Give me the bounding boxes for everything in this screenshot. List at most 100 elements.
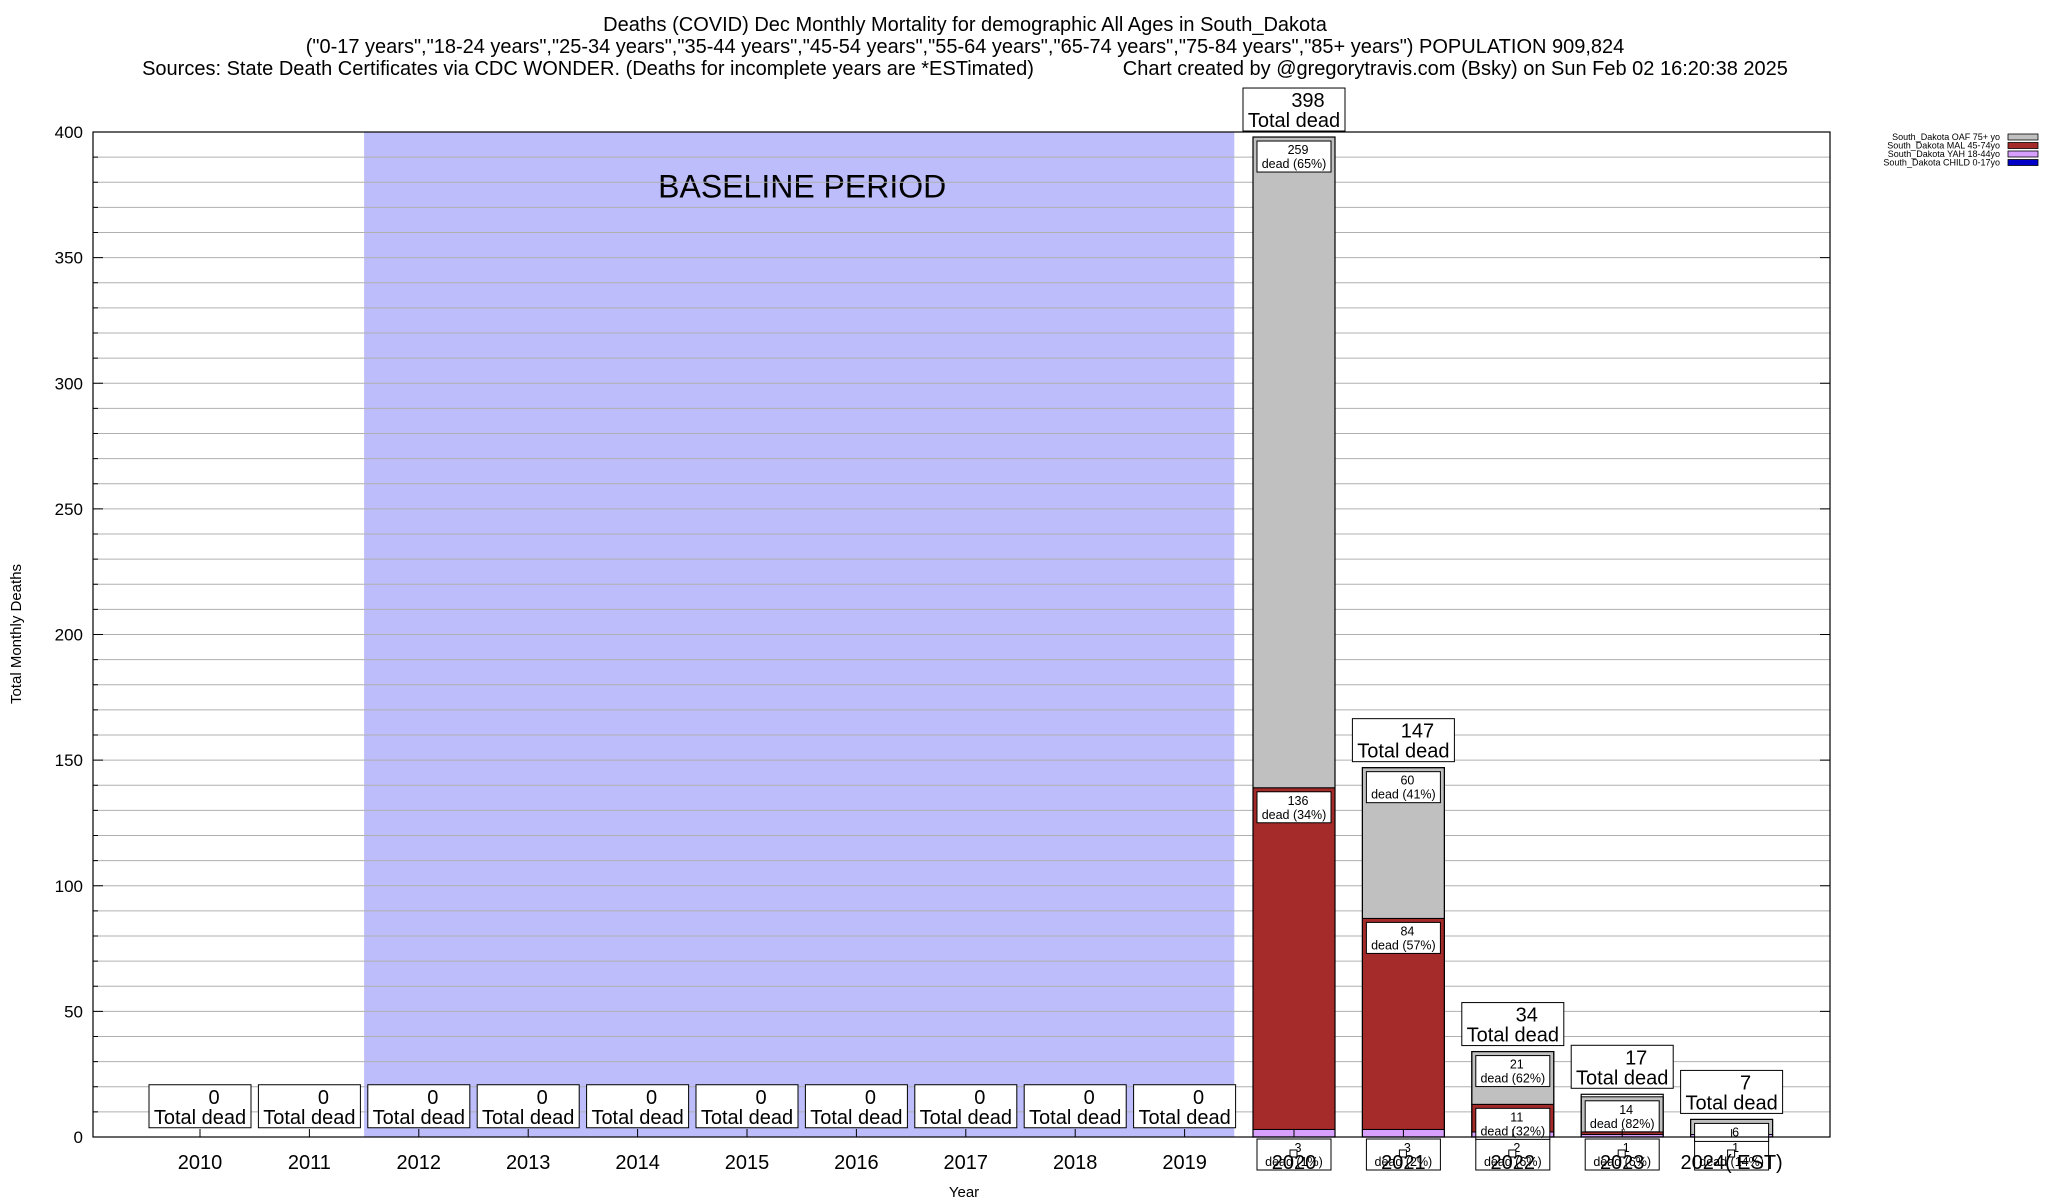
x-tick-label: 2013	[506, 1152, 551, 1174]
segment-label-box	[1256, 791, 1332, 824]
segment-percent-label: dead (2%)	[1375, 1155, 1433, 1169]
total-label-box	[586, 1084, 690, 1129]
total-value-label: 0	[755, 1087, 766, 1109]
segment-value-label: 136	[1288, 794, 1309, 808]
x-tick-label: 2016	[834, 1152, 879, 1174]
segment-value-label: 3	[1404, 1141, 1411, 1155]
y-tick-label: 300	[55, 374, 83, 393]
total-label-box	[1570, 1044, 1674, 1089]
total-caption-label: Total dead	[810, 1107, 902, 1129]
y-tick-label: 200	[55, 626, 83, 645]
y-tick-label: 150	[55, 751, 83, 770]
x-tick-label: 2019	[1162, 1152, 1207, 1174]
total-label-box	[804, 1084, 908, 1129]
segment-value-label: 1	[1732, 1141, 1739, 1155]
total-caption-label: Total dead	[263, 1107, 355, 1129]
segment-label-box	[1475, 1055, 1551, 1088]
segment-percent-label: dead (57%)	[1371, 938, 1436, 952]
x-tick-label: 2020	[1272, 1152, 1317, 1174]
legend-swatch	[2007, 142, 2039, 149]
chart-sources-line: Sources: State Death Certificates via CD…	[0, 58, 1930, 80]
x-tick-label: 2022	[1491, 1152, 1536, 1174]
total-label-box	[1023, 1084, 1127, 1129]
segment-value-label: 6	[1732, 1125, 1739, 1139]
total-caption-label: Total dead	[1138, 1107, 1230, 1129]
total-value-label: 0	[646, 1087, 657, 1109]
total-caption-label: Total dead	[591, 1107, 683, 1129]
total-value-label: 0	[537, 1087, 548, 1109]
total-label-box	[367, 1084, 471, 1129]
segment-percent-label: dead (41%)	[1371, 788, 1436, 802]
x-tick-label: 2024( EST)	[1680, 1152, 1782, 1174]
total-label-box	[148, 1084, 252, 1129]
zero-marker	[1508, 1149, 1517, 1158]
segment-percent-label: dead (82%)	[1590, 1117, 1655, 1131]
total-value-label: 0	[427, 1087, 438, 1109]
segment-value-label: 2	[1513, 1141, 1520, 1155]
zero-marker	[1398, 1149, 1407, 1158]
total-caption-label: Total dead	[482, 1107, 574, 1129]
x-tick-label: 2014	[615, 1152, 660, 1174]
legend-label: South_Dakota YAH 18-44yo	[1888, 149, 2000, 159]
segment-value-label: 11	[1510, 1110, 1523, 1124]
total-value-label: 0	[208, 1087, 219, 1109]
total-label-box	[1133, 1084, 1237, 1129]
total-value-label: 398	[1291, 90, 1324, 112]
total-value-label: 0	[1193, 1087, 1204, 1109]
segment-percent-label: dead (6%)	[1593, 1155, 1651, 1169]
x-tick-label: 2011	[288, 1152, 331, 1174]
x-tick-label: 2010	[178, 1152, 223, 1174]
total-label-box	[914, 1084, 1018, 1129]
total-value-label: 0	[1084, 1087, 1095, 1109]
total-label-box	[695, 1084, 799, 1129]
segment-percent-label: dead (6%)	[1484, 1155, 1542, 1169]
segment-label-box	[1584, 1100, 1660, 1133]
segment-value-label: 60	[1400, 774, 1414, 788]
segment-value-label: 21	[1510, 1058, 1524, 1072]
legend-label: South_Dakota CHILD 0-17yo	[1883, 158, 2000, 168]
segment-value-label: 1	[1623, 1141, 1630, 1155]
chart-credit: Chart created by @gregorytravis.com (Bsk…	[1122, 58, 1788, 80]
chart-sources: Sources: State Death Certificates via CD…	[142, 58, 1034, 80]
total-caption-label: Total dead	[1357, 741, 1449, 763]
segment-percent-label: dead (14%)	[1699, 1155, 1764, 1169]
segment-label-box	[1256, 140, 1332, 173]
zero-marker	[1617, 1149, 1626, 1158]
segment-percent-label: dead (34%)	[1262, 808, 1327, 822]
total-caption-label: Total dead	[1576, 1067, 1668, 1089]
total-caption-label: Total dead	[1685, 1092, 1777, 1114]
segment-value-label: 84	[1400, 924, 1414, 938]
y-tick-label: 400	[55, 123, 83, 142]
legend-swatch	[2007, 159, 2039, 166]
total-label-box	[1242, 87, 1346, 132]
total-caption-label: Total dead	[1467, 1025, 1559, 1047]
total-caption-label: Total dead	[373, 1107, 465, 1129]
x-tick-label: 2012	[397, 1152, 442, 1174]
y-tick-label: 350	[55, 249, 83, 268]
total-value-label: 0	[974, 1087, 985, 1109]
total-caption-label: Total dead	[920, 1107, 1012, 1129]
zero-marker	[1727, 1149, 1736, 1158]
y-tick-label: 50	[64, 1002, 83, 1021]
y-axis-label: Total Monthly Deaths	[8, 564, 25, 704]
x-tick-label: 2018	[1053, 1152, 1098, 1174]
total-value-label: 0	[865, 1087, 876, 1109]
segment-percent-label: dead (62%)	[1480, 1072, 1545, 1086]
segment-label-box	[1365, 771, 1441, 804]
total-caption-label: Total dead	[1029, 1107, 1121, 1129]
segment-value-label: 259	[1288, 143, 1309, 157]
